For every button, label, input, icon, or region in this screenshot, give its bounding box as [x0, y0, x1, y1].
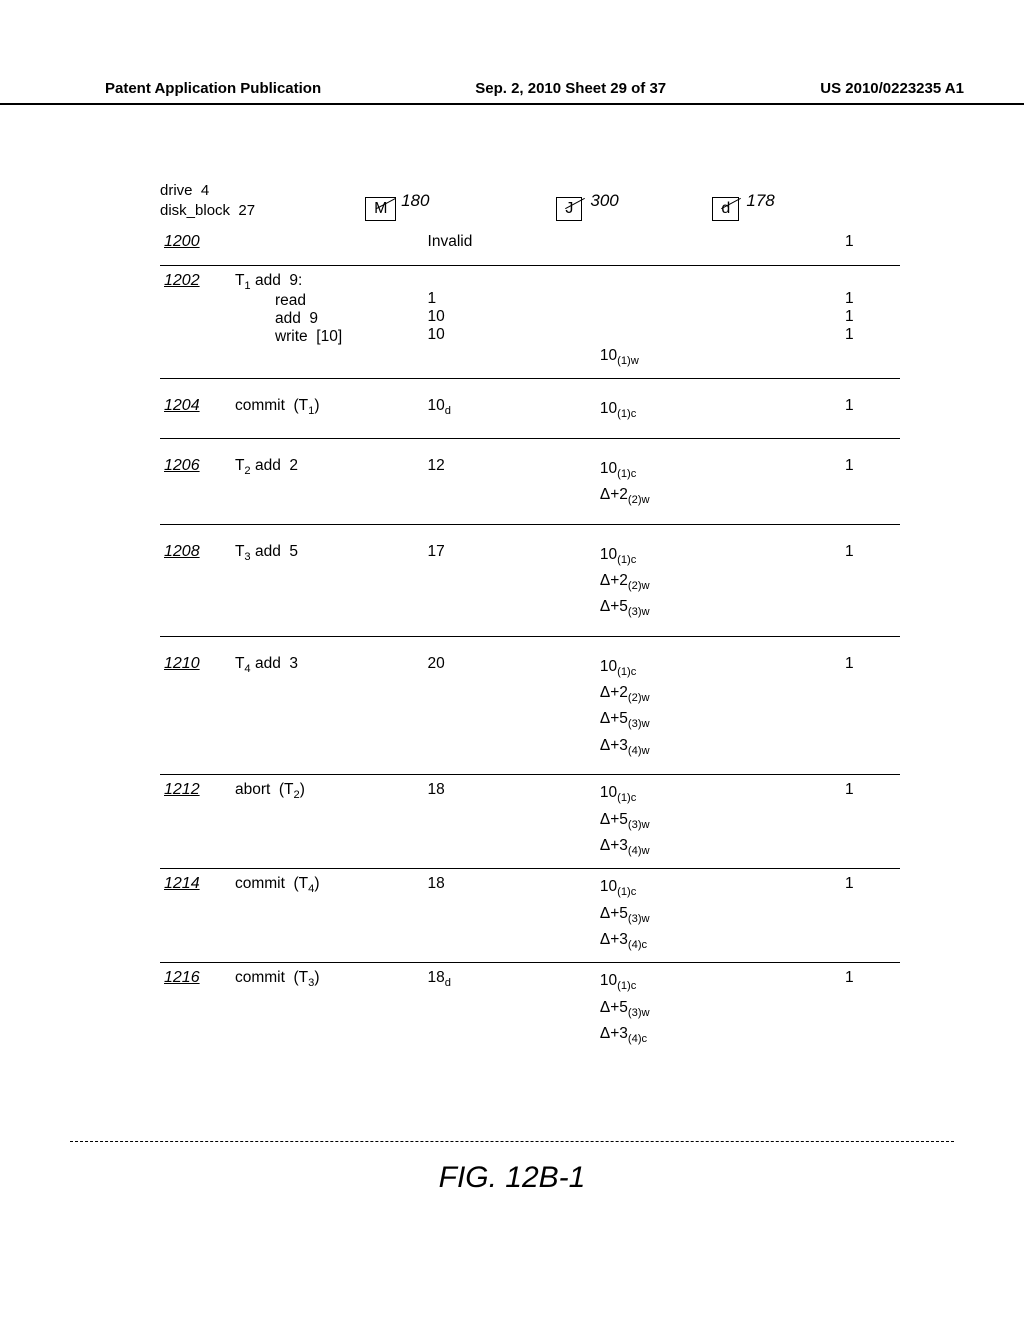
operation-cell: T2 add 2 [231, 438, 424, 524]
journal-line: Δ+5(3)w [600, 707, 795, 733]
d-cell: 1 [799, 869, 900, 963]
journal-line [600, 320, 795, 344]
d-cell: 111 [799, 266, 900, 379]
drive-label: drive 4 disk_block 27 [160, 181, 255, 222]
d-cell: 1 [799, 438, 900, 524]
table-row: 1216 commit (T3)18d10(1)cΔ+5(3)wΔ+3(4)c1 [160, 963, 900, 1057]
j-cell [596, 227, 799, 266]
column-header-row: drive 4 disk_block 27 M 180 J 300 d 178 [160, 165, 900, 221]
m-cell: 18 [424, 869, 596, 963]
journal-line: Δ+3(4)c [600, 928, 795, 954]
j-cell: 10(1)c [596, 379, 799, 438]
journal-line [600, 272, 795, 296]
journal-line: 10(1)c [600, 875, 795, 901]
journal-line: 10(1)c [600, 543, 795, 569]
journal-line: Δ+3(4)w [600, 734, 795, 760]
table-row: 1202 T1 add 9:readadd 9write [10]11010 10… [160, 266, 900, 379]
row-ref: 1202 [164, 272, 200, 289]
j-cell: 10(1)cΔ+5(3)wΔ+3(4)c [596, 963, 799, 1057]
box-d-wrap: d 178 [712, 197, 739, 221]
j-cell: 10(1)cΔ+5(3)wΔ+3(4)c [596, 869, 799, 963]
j-cell: 10(1)cΔ+2(2)wΔ+5(3)w [596, 524, 799, 636]
box-m-wrap: M 180 [365, 197, 396, 221]
journal-line: Δ+2(2)w [600, 681, 795, 707]
journal-line: Δ+3(4)c [600, 1022, 795, 1048]
table-row: 1214 commit (T4)1810(1)cΔ+5(3)wΔ+3(4)c1 [160, 869, 900, 963]
box-j-num: 300 [590, 191, 618, 211]
operation-cell: abort (T2) [231, 775, 424, 869]
d-cell: 1 [799, 524, 900, 636]
row-ref: 1212 [164, 781, 200, 798]
row-ref: 1200 [164, 233, 200, 250]
journal-line: Δ+5(3)w [600, 996, 795, 1022]
table-row: 1206 T2 add 21210(1)cΔ+2(2)w1 [160, 438, 900, 524]
table-row: 1212 abort (T2)1810(1)cΔ+5(3)wΔ+3(4)w1 [160, 775, 900, 869]
d-cell: 1 [799, 963, 900, 1057]
journal-line: 10(1)w [600, 344, 795, 370]
d-cell: 1 [799, 379, 900, 438]
journal-line: 10(1)c [600, 397, 795, 423]
table-row: 1208 T3 add 51710(1)cΔ+2(2)wΔ+5(3)w1 [160, 524, 900, 636]
drive-line1: drive 4 [160, 181, 255, 201]
operation-cell: commit (T3) [231, 963, 424, 1057]
m-cell: 12 [424, 438, 596, 524]
m-cell: 18 [424, 775, 596, 869]
j-cell: 10(1)cΔ+5(3)wΔ+3(4)w [596, 775, 799, 869]
figure-caption: FIG. 12B-1 [0, 1161, 1024, 1195]
operation-cell: T3 add 5 [231, 524, 424, 636]
header-left: Patent Application Publication [105, 80, 321, 97]
row-ref: 1214 [164, 875, 200, 892]
journal-line: 10(1)c [600, 781, 795, 807]
operation-cell: commit (T4) [231, 869, 424, 963]
row-ref: 1204 [164, 397, 200, 414]
journal-line: 10(1)c [600, 457, 795, 483]
m-cell: Invalid [424, 227, 596, 266]
figure-content: drive 4 disk_block 27 M 180 J 300 d 178 … [160, 165, 900, 1057]
d-cell: 1 [799, 775, 900, 869]
operation-cell: T4 add 3 [231, 636, 424, 775]
j-cell: 10(1)cΔ+2(2)w [596, 438, 799, 524]
operation-cell: T1 add 9:readadd 9write [10] [231, 266, 424, 379]
d-cell: 1 [799, 227, 900, 266]
journal-line: Δ+5(3)w [600, 808, 795, 834]
journal-line: Δ+2(2)w [600, 483, 795, 509]
m-cell: 18d [424, 963, 596, 1057]
box-d-num: 178 [746, 191, 774, 211]
box-m-num: 180 [401, 191, 429, 211]
j-cell: 10(1)cΔ+2(2)wΔ+5(3)wΔ+3(4)w [596, 636, 799, 775]
journal-line: Δ+3(4)w [600, 834, 795, 860]
row-ref: 1206 [164, 457, 200, 474]
dashed-divider [70, 1141, 954, 1142]
journal-line: 10(1)c [600, 969, 795, 995]
m-cell: 20 [424, 636, 596, 775]
m-cell: 17 [424, 524, 596, 636]
row-ref: 1216 [164, 969, 200, 986]
m-cell: 10d [424, 379, 596, 438]
journal-line: Δ+2(2)w [600, 569, 795, 595]
journal-line [600, 296, 795, 320]
box-j-wrap: J 300 [556, 197, 582, 221]
table-row: 1210 T4 add 32010(1)cΔ+2(2)wΔ+5(3)wΔ+3(4)… [160, 636, 900, 775]
journal-line: 10(1)c [600, 655, 795, 681]
page-header: Patent Application Publication Sep. 2, 2… [0, 80, 1024, 105]
table-row: 1200 Invalid 1 [160, 227, 900, 266]
operation-cell [231, 227, 424, 266]
j-cell: 10(1)w [596, 266, 799, 379]
operation-cell: commit (T1) [231, 379, 424, 438]
m-cell: 11010 [424, 266, 596, 379]
header-center: Sep. 2, 2010 Sheet 29 of 37 [475, 80, 666, 97]
row-ref: 1210 [164, 655, 200, 672]
journal-line: Δ+5(3)w [600, 595, 795, 621]
d-cell: 1 [799, 636, 900, 775]
trace-table: 1200 Invalid 1 1202 T1 add 9:readadd 9write… [160, 227, 900, 1057]
journal-line: Δ+5(3)w [600, 902, 795, 928]
table-row: 1204 commit (T1)10d10(1)c1 [160, 379, 900, 438]
row-ref: 1208 [164, 543, 200, 560]
drive-line2: disk_block 27 [160, 201, 255, 221]
header-right: US 2010/0223235 A1 [820, 80, 964, 97]
